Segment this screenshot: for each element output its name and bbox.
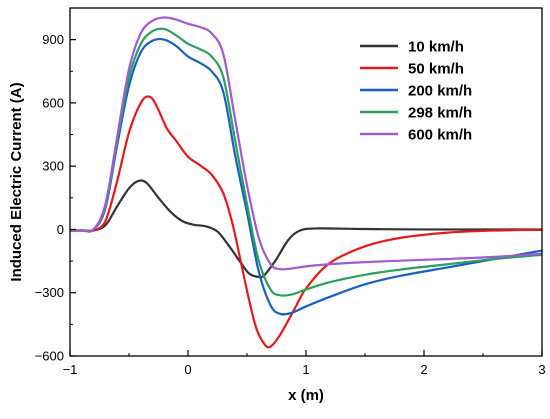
plot-frame (69, 7, 543, 357)
x-tick-label: 0 (184, 362, 191, 377)
y-tick-label: −300 (35, 285, 64, 300)
series-line-3 (70, 37, 542, 316)
legend-label: 600 km/h (408, 127, 472, 144)
series-line-1 (70, 179, 542, 279)
y-tick-label: −600 (35, 349, 64, 364)
x-tick-label: 1 (302, 362, 309, 377)
y-tick-label: 0 (57, 222, 64, 237)
y-axis-label: Induced Electric Current (A) (8, 82, 25, 281)
legend-label: 298 km/h (408, 105, 472, 122)
legend-label: 50 km/h (408, 61, 464, 78)
x-tick-label: −1 (63, 362, 78, 377)
series-line-5 (70, 16, 542, 271)
x-axis-label: x (m) (288, 387, 324, 404)
series-line-4 (70, 27, 542, 297)
series-layer (70, 16, 542, 349)
x-tick-label: 3 (538, 362, 545, 377)
y-tick-label: 600 (42, 95, 64, 110)
axis-layer: −1 0 1 2 3 −600 −300 0 300 600 900 (35, 7, 546, 377)
y-tick-label: 900 (42, 32, 64, 47)
legend: 10 km/h 50 km/h 200 km/h 298 km/h 600 km/h (360, 39, 472, 144)
x-tick-label: 2 (420, 362, 427, 377)
legend-label: 10 km/h (408, 39, 464, 56)
legend-label: 200 km/h (408, 83, 472, 100)
series-line-2 (70, 95, 542, 349)
y-tick-label: 300 (42, 159, 64, 174)
